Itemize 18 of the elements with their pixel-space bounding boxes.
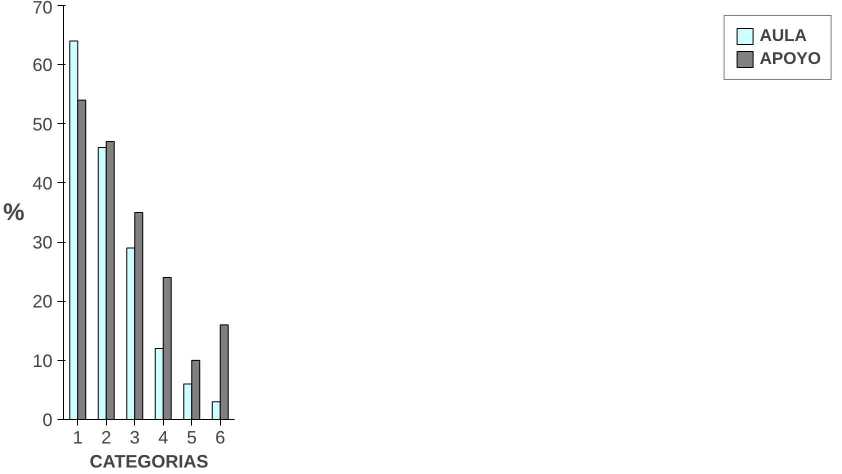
y-tick-label: 50	[32, 114, 53, 134]
y-tick-label: 20	[32, 292, 53, 312]
x-tick-label: 5	[186, 428, 197, 448]
y-tick-label: 40	[32, 173, 53, 194]
y-tick-label: 10	[32, 350, 53, 371]
x-axis-title: CATEGORIAS	[90, 452, 208, 472]
y-tick-label: 30	[32, 232, 53, 253]
y-tick-label: 60	[32, 55, 53, 76]
x-tick-label: 2	[101, 428, 112, 448]
y-tick-label: 0	[42, 410, 53, 430]
y-axis-title: %	[3, 199, 24, 226]
x-tick-label: 1	[72, 428, 83, 448]
x-tick-label: 6	[215, 428, 226, 448]
legend-label: APOYO	[760, 49, 821, 69]
x-tick-label: 3	[130, 428, 140, 448]
x-tick-label: 4	[158, 428, 168, 448]
y-tick-label: 70	[32, 0, 53, 18]
legend-label: AULA	[760, 26, 807, 46]
